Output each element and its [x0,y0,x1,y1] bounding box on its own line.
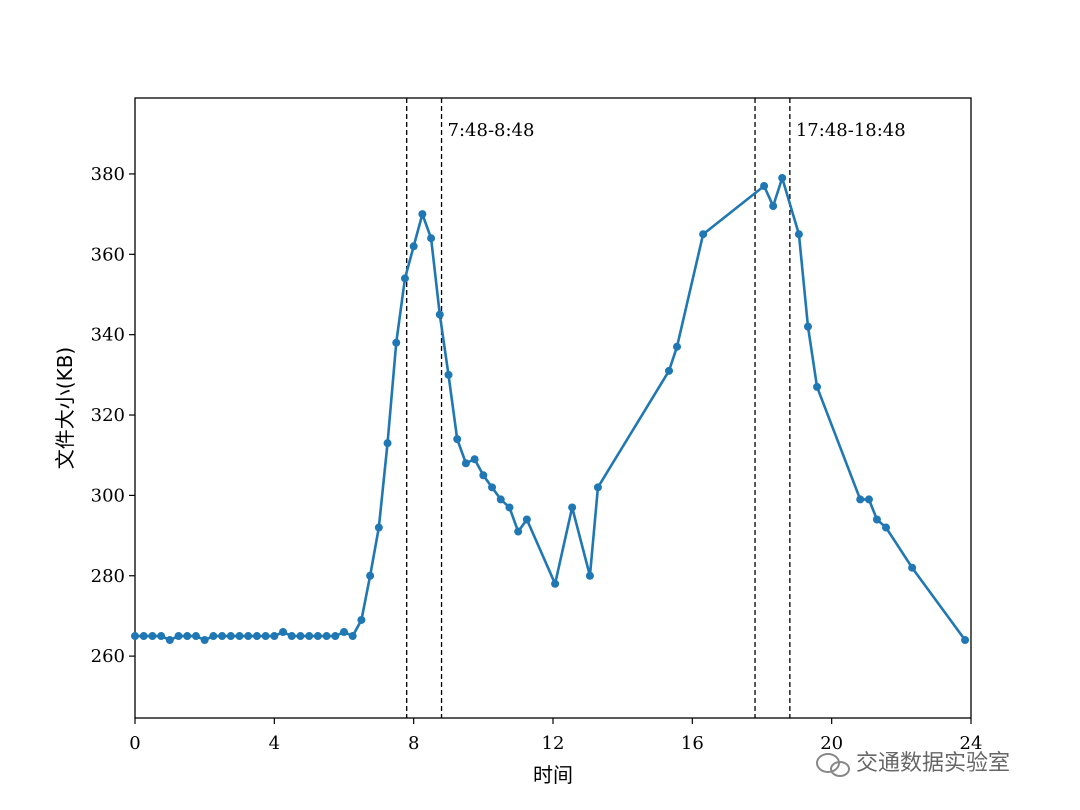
x-tick-label: 4 [269,733,280,754]
data-point [252,632,261,641]
x-tick-label: 12 [542,733,565,754]
data-point [148,632,157,641]
data-point [139,632,148,641]
data-point [453,435,462,444]
data-point [664,366,673,375]
data-point [409,242,418,251]
data-point [287,632,296,641]
data-point [261,632,270,641]
x-tick-label: 24 [960,733,983,754]
data-point [322,632,331,641]
data-point [218,632,227,641]
data-point [551,579,560,588]
data-point [882,523,891,532]
data-point [908,563,917,572]
watermark-icon [816,753,850,777]
data-point [165,636,174,645]
data-point [235,632,244,641]
x-axis-label: 时间 [533,763,573,787]
y-tick-label: 380 [91,164,125,185]
y-axis-label: 文件大小(KB) [53,347,77,469]
data-point [296,632,305,641]
data-point [813,382,822,391]
data-point [760,181,769,190]
data-point [794,230,803,239]
data-point [174,632,183,641]
data-point [585,571,594,580]
data-point [496,495,505,504]
data-point [392,338,401,347]
x-tick-label: 0 [129,733,140,754]
data-point [699,230,708,239]
data-point [183,632,192,641]
data-point [461,459,470,468]
x-tick-label: 8 [408,733,419,754]
data-point [593,483,602,492]
data-point [191,632,200,641]
data-point [374,523,383,532]
data-point [157,632,166,641]
data-point [348,632,357,641]
annotation: 17:48-18:48 [796,120,906,141]
data-point [279,628,288,637]
data-point [340,628,348,637]
data-point [961,636,970,645]
data-point [366,571,375,580]
data-point [856,495,865,504]
annotation: 7:48-8:48 [448,120,535,141]
y-tick-label: 280 [91,566,125,587]
data-point [131,632,139,641]
watermark: 交通数据实验室 [856,751,1010,776]
data-point [418,210,427,219]
data-point [522,515,531,524]
data-point [479,471,488,480]
data-point [470,455,479,464]
data-point [514,527,523,536]
data-point [864,495,873,504]
data-point [305,632,314,641]
data-point [200,636,209,645]
y-tick-label: 320 [91,405,125,426]
y-tick-label: 340 [91,325,125,346]
data-point [803,322,812,331]
data-line [135,176,967,642]
data-point [872,515,881,524]
data-point [400,274,409,283]
data-point [331,632,340,641]
data-point [769,202,778,211]
data-point [568,503,577,512]
y-tick-label: 300 [91,485,125,506]
data-point [270,632,279,641]
data-point [505,503,514,512]
data-point [673,342,682,351]
data-point [313,632,322,641]
y-tick-label: 260 [91,646,125,667]
data-point [444,370,453,379]
data-point [778,173,787,182]
data-point [226,632,235,641]
data-point [488,483,497,492]
data-point [244,632,253,641]
plot-frame [134,97,972,719]
data-point [427,234,436,243]
x-tick-label: 16 [681,733,704,754]
data-point [209,632,218,641]
x-tick-label: 20 [820,733,843,754]
y-tick-label: 360 [91,244,125,265]
data-point [383,439,392,448]
data-point [357,615,366,624]
data-point [435,310,444,319]
